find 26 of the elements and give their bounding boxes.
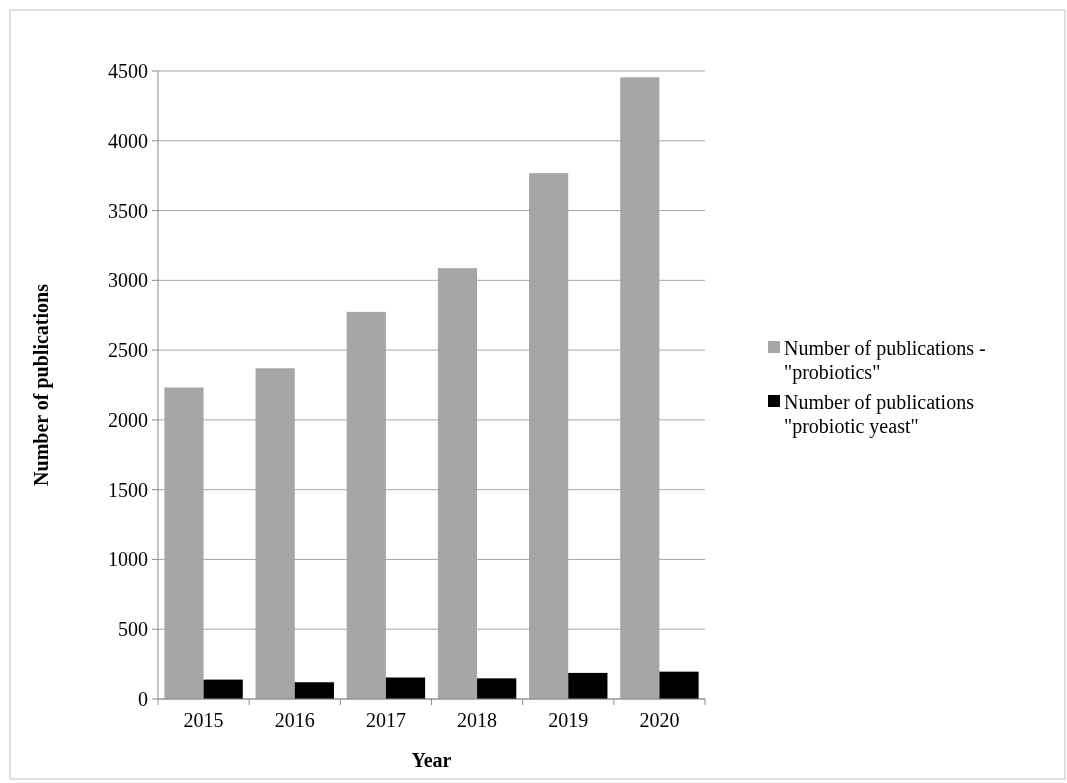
bar <box>294 682 334 699</box>
legend-label: Number of publications "probiotic yeast" <box>784 391 975 438</box>
x-tick-label: 2019 <box>548 709 589 731</box>
y-tick-label: 3000 <box>108 269 148 292</box>
bar <box>385 677 426 699</box>
x-tick-label: 2015 <box>183 709 224 731</box>
y-axis-title: Number of publications <box>30 283 53 486</box>
y-tick-label: 1000 <box>108 548 148 571</box>
x-tick-label: 2017 <box>365 709 406 731</box>
y-tick-label: 4000 <box>108 129 148 152</box>
bar <box>203 679 243 699</box>
legend-label: Number of publications - "probiotics" <box>784 337 986 384</box>
y-tick-label: 0 <box>138 688 148 710</box>
y-tick-label: 4500 <box>108 60 148 82</box>
y-tick-label: 500 <box>118 618 148 641</box>
x-tick-label: 2016 <box>274 709 315 731</box>
bar <box>568 672 608 699</box>
bar <box>477 678 517 699</box>
bar <box>659 671 699 699</box>
x-axis-title: Year <box>411 749 452 771</box>
y-tick-label: 3500 <box>108 199 148 222</box>
y-tick-label: 1500 <box>108 478 148 501</box>
y-tick-label: 2000 <box>108 408 148 431</box>
x-tick-label: 2018 <box>457 709 498 731</box>
x-tick-label: 2020 <box>639 709 680 731</box>
y-tick-label: 2500 <box>108 339 148 362</box>
